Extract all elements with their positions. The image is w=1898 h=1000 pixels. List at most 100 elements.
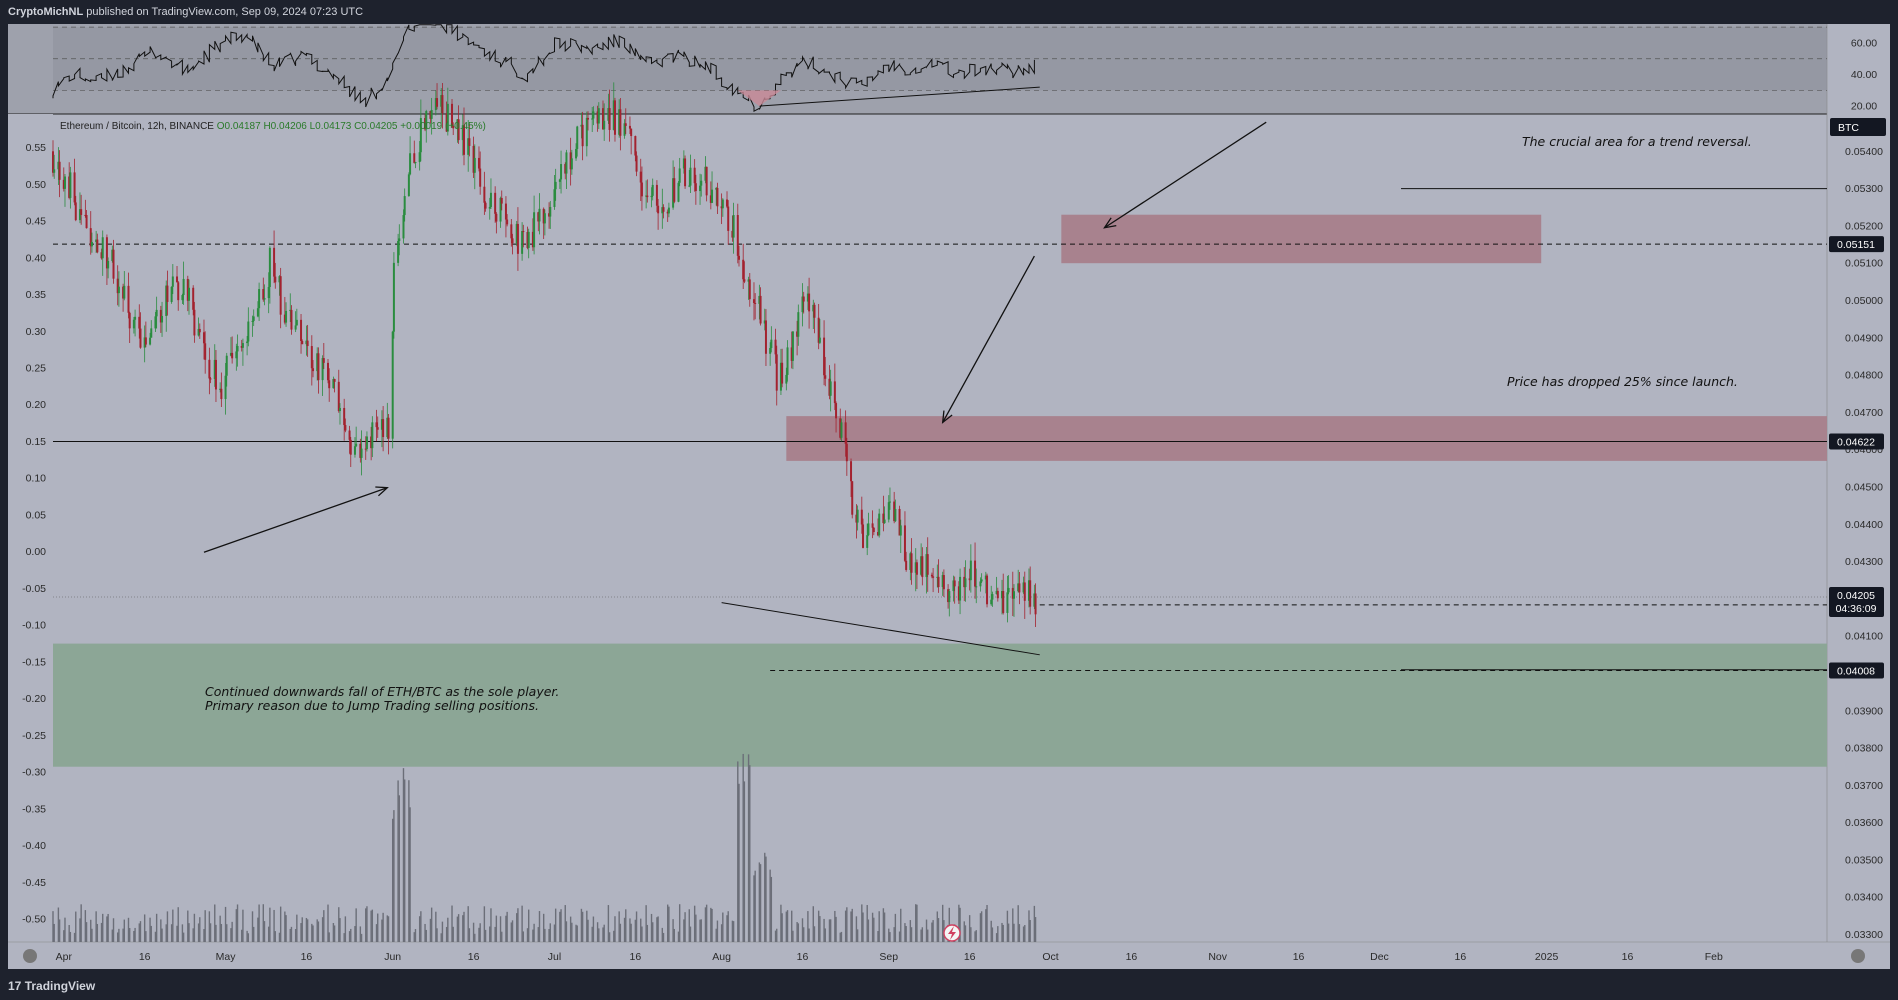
- volume-bar: [704, 907, 707, 942]
- candle-body: [817, 317, 820, 343]
- candle: [828, 365, 831, 400]
- candle: [445, 101, 448, 133]
- candle-body: [727, 206, 730, 231]
- rsi-axis-tick: 20.00: [1851, 101, 1877, 113]
- candle: [926, 537, 929, 592]
- candle: [134, 309, 137, 337]
- volume-bar: [316, 919, 318, 942]
- candle-body: [197, 328, 200, 336]
- resistance-zone-lower[interactable]: [786, 416, 1828, 461]
- volume-bar: [986, 905, 988, 942]
- volume-bar: [1001, 922, 1003, 942]
- author-name[interactable]: CryptoMichNL: [8, 6, 84, 18]
- candle-body: [801, 296, 804, 313]
- rsi-divergence-line[interactable]: [759, 86, 1040, 107]
- annotation-note-line1[interactable]: Continued downwards fall of ETH/BTC as t…: [205, 684, 560, 699]
- symbol-title[interactable]: Ethereum / Bitcoin, 12h, BINANCE: [60, 121, 214, 132]
- candle: [996, 587, 999, 602]
- volume-bar: [300, 923, 302, 942]
- volume-bar: [489, 926, 491, 942]
- currency-badge[interactable]: BTC: [1830, 118, 1886, 136]
- candle-body: [646, 195, 649, 198]
- price-axis-tick: 0.05200: [1845, 220, 1883, 232]
- candle-body: [1001, 591, 1004, 599]
- candle: [645, 180, 648, 209]
- candle-body: [855, 514, 858, 523]
- candle: [143, 325, 146, 363]
- candle: [278, 275, 281, 296]
- candle-body: [667, 207, 670, 214]
- candle-body: [655, 184, 658, 206]
- volume-bar: [560, 909, 562, 942]
- rsi-line[interactable]: [52, 24, 1035, 113]
- volume-bar: [792, 930, 794, 942]
- candle-body: [1033, 593, 1036, 607]
- descending-support-line[interactable]: [721, 602, 1040, 656]
- candle: [650, 187, 653, 208]
- candle-body: [549, 206, 552, 217]
- candle-body: [699, 185, 702, 192]
- level-label-0.05151[interactable]: 0.05151: [1829, 236, 1884, 253]
- resistance-zone-upper[interactable]: [1061, 214, 1542, 264]
- time-axis-right-handle[interactable]: [1851, 949, 1865, 963]
- tradingview-logo[interactable]: 17 TradingView: [8, 979, 95, 993]
- candle-body: [192, 287, 195, 310]
- volume-bar: [354, 926, 356, 942]
- candle: [246, 336, 249, 356]
- candle-body: [300, 319, 303, 341]
- volume-bar: [693, 905, 696, 942]
- volume-bar: [408, 780, 410, 942]
- price-axis-tick: 0.04700: [1845, 407, 1883, 419]
- volume-bar: [985, 909, 987, 942]
- candle-body: [446, 103, 449, 132]
- price-axis-tick: 0.03700: [1845, 780, 1883, 792]
- candle: [995, 576, 998, 595]
- annotation-price-drop[interactable]: Price has dropped 25% since launch.: [1507, 374, 1738, 389]
- candle: [279, 267, 282, 329]
- time-axis-tick: Aug: [712, 951, 731, 963]
- support-zone[interactable]: [53, 643, 1827, 767]
- volume-bar: [85, 922, 88, 942]
- annotation-trend-reversal[interactable]: The crucial area for a trend reversal.: [1522, 134, 1752, 149]
- arrow-to-lower-zone[interactable]: [941, 255, 1035, 424]
- candle-body: [808, 293, 811, 312]
- candle-body: [882, 513, 885, 524]
- volume-bar: [963, 921, 965, 942]
- candle: [436, 83, 439, 110]
- volume-bar: [1007, 923, 1010, 942]
- candle-body: [522, 231, 525, 233]
- candle-body: [953, 580, 956, 587]
- lightning-icon[interactable]: [943, 924, 961, 942]
- volume-bar: [650, 913, 653, 942]
- candle: [197, 317, 200, 337]
- candle-body: [682, 158, 685, 169]
- candle-body: [461, 125, 464, 141]
- arrow-to-upper-zone[interactable]: [1103, 121, 1267, 229]
- candle-body: [219, 388, 222, 390]
- volume-bar: [916, 904, 918, 942]
- candle-body: [1027, 580, 1030, 601]
- volume-bar: [397, 780, 399, 942]
- candle-body: [921, 556, 924, 578]
- arrow-to-upper-zone-shaft: [1104, 121, 1267, 229]
- annotation-note-line2[interactable]: Primary reason due to Jump Trading selli…: [205, 698, 539, 713]
- arrow-bounce[interactable]: [203, 486, 389, 553]
- volume-bar: [661, 927, 664, 942]
- volume-bar: [641, 926, 643, 942]
- level-label-0.04008[interactable]: 0.04008: [1829, 662, 1884, 679]
- candle: [781, 348, 784, 388]
- price-axis-tick: 0.05000: [1845, 295, 1883, 307]
- candle: [236, 334, 239, 367]
- volume-bar: [246, 930, 248, 942]
- volume-bar: [447, 917, 449, 942]
- time-axis-left-handle[interactable]: [23, 949, 37, 963]
- volume-bar: [937, 918, 940, 942]
- candle: [770, 326, 773, 353]
- volume-bar: [580, 908, 583, 942]
- volume-bar: [258, 904, 260, 942]
- level-label-0.04622[interactable]: 0.04622: [1829, 433, 1884, 450]
- candle-body: [398, 238, 401, 242]
- candle: [214, 349, 217, 403]
